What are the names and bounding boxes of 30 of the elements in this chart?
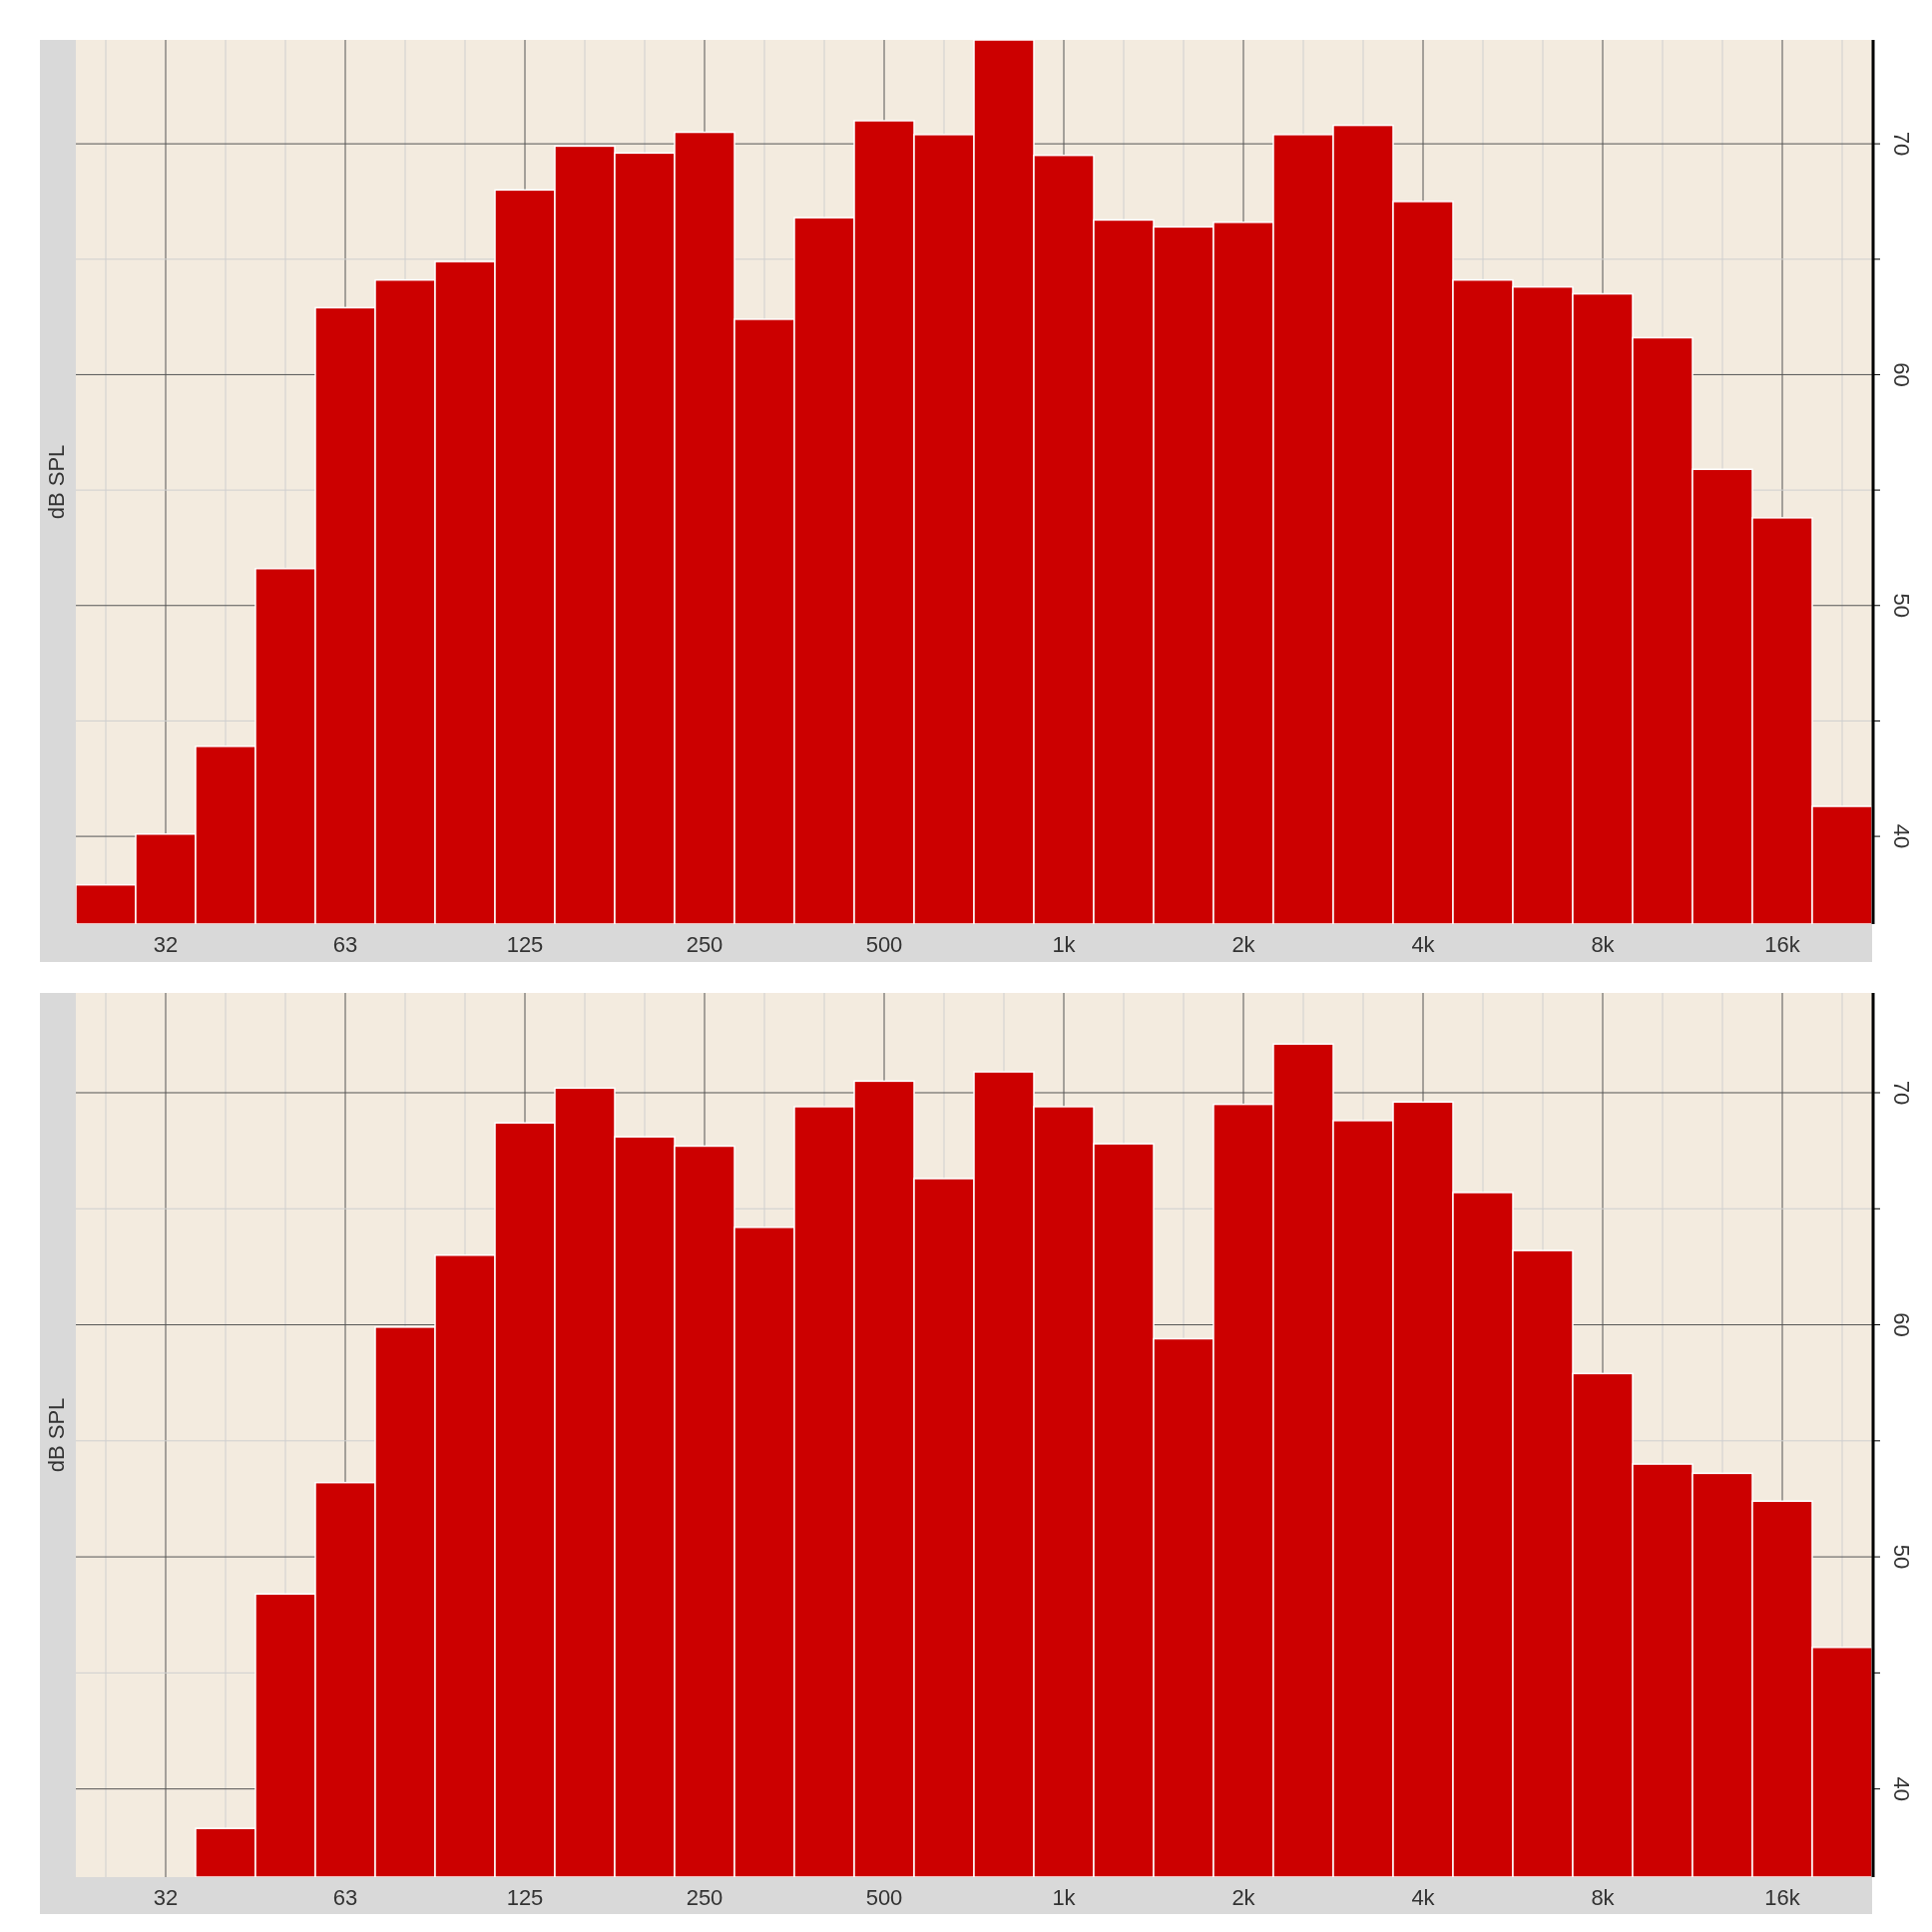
y-tick-label: 60 <box>1889 362 1914 387</box>
x-tick-label: 8k <box>1591 1885 1616 1910</box>
x-tick-label: 4k <box>1411 932 1436 957</box>
x-tick-label: 125 <box>506 1885 544 1910</box>
x-tick-label: 16k <box>1764 932 1801 957</box>
y-axis-title: dB SPL <box>44 1397 69 1473</box>
x-tick-label: 1k <box>1052 1885 1077 1910</box>
y-tick-label: 40 <box>1889 1776 1914 1801</box>
x-tick-label: 63 <box>332 932 358 957</box>
y-tick-label: 50 <box>1889 1544 1914 1570</box>
y-tick-label: 50 <box>1889 593 1914 618</box>
x-tick-label: 8k <box>1591 932 1616 957</box>
x-tick-label: 250 <box>686 932 724 957</box>
y-tick-label: 60 <box>1889 1312 1914 1337</box>
x-tick-label: 500 <box>865 932 903 957</box>
x-tick-label: 125 <box>506 932 544 957</box>
x-tick-label: 500 <box>865 1885 903 1910</box>
y-axis-title: dB SPL <box>44 444 69 520</box>
y-tick-label: 40 <box>1889 823 1914 849</box>
x-tick-label: 4k <box>1411 1885 1436 1910</box>
x-tick-label: 32 <box>153 932 179 957</box>
x-tick-label: 250 <box>686 1885 724 1910</box>
y-tick-label: 70 <box>1889 1080 1914 1106</box>
x-tick-label: 63 <box>332 1885 358 1910</box>
x-tick-label: 16k <box>1764 1885 1801 1910</box>
x-tick-label: 2k <box>1231 932 1256 957</box>
x-tick-label: 1k <box>1052 932 1077 957</box>
x-tick-label: 2k <box>1231 1885 1256 1910</box>
y-tick-label: 70 <box>1889 131 1914 157</box>
x-tick-label: 32 <box>153 1885 179 1910</box>
